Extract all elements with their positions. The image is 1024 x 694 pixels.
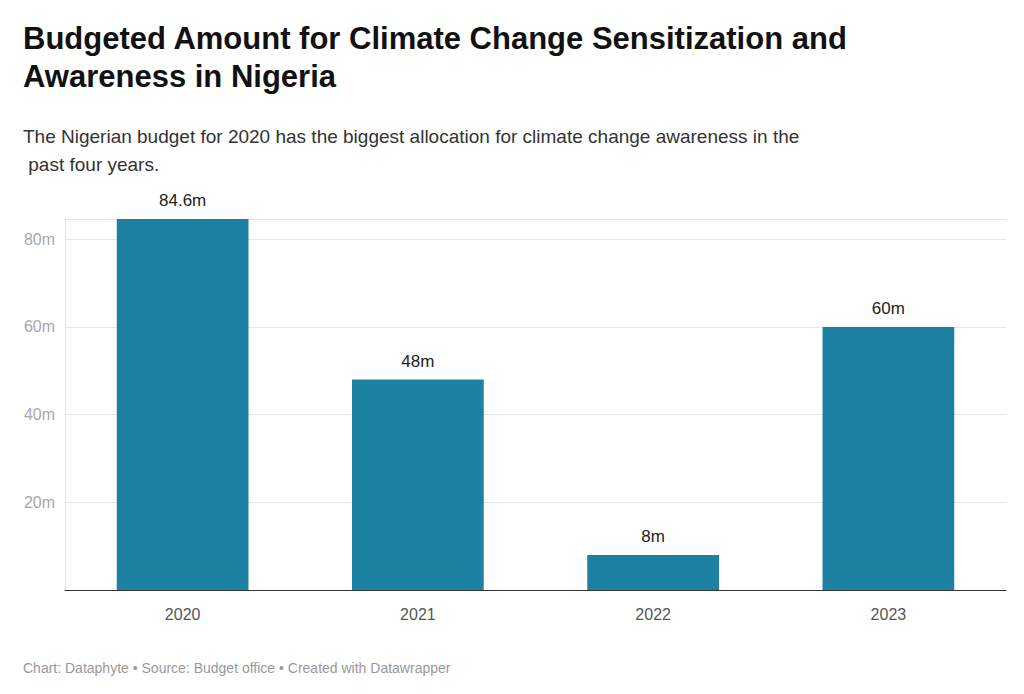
svg-text:Chart: Dataphyte • Source: Bud: Chart: Dataphyte • Source: Budget office… [23,660,451,676]
svg-text:20m: 20m [24,494,55,511]
svg-text:2022: 2022 [635,606,671,623]
svg-text:2020: 2020 [165,606,201,623]
svg-text:8m: 8m [641,527,665,546]
svg-text:60m: 60m [872,299,905,318]
svg-text:Budgeted Amount for Climate Ch: Budgeted Amount for Climate Change Sensi… [23,21,855,56]
svg-text:84.6m: 84.6m [159,191,206,210]
svg-text:past four years.: past four years. [23,154,159,175]
svg-text:2023: 2023 [871,606,907,623]
svg-text:Awareness in Nigeria: Awareness in Nigeria [23,59,337,94]
svg-text:The Nigerian budget for 2020 h: The Nigerian budget for 2020 has the big… [23,126,799,147]
svg-text:60m: 60m [24,318,55,335]
svg-text:80m: 80m [24,231,55,248]
svg-text:2021: 2021 [400,606,436,623]
svg-text:40m: 40m [24,406,55,423]
svg-text:48m: 48m [401,352,434,371]
